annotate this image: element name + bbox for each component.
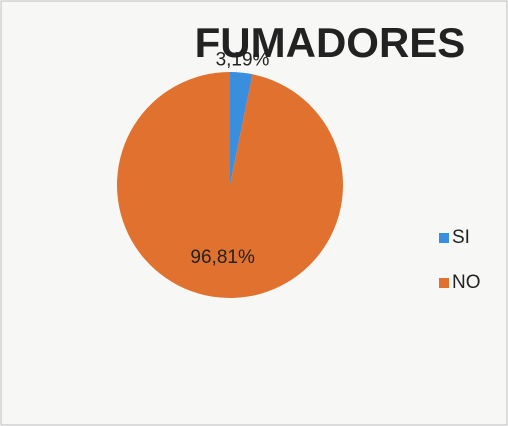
legend-swatch — [439, 233, 449, 243]
chart-title: FUMADORES — [195, 19, 466, 66]
pie-slice — [117, 72, 343, 298]
legend-label: SI — [452, 227, 470, 248]
legend-label: NO — [452, 272, 481, 293]
pie-slice — [230, 72, 253, 185]
data-label: 96,81% — [190, 247, 255, 268]
legend-swatch — [439, 278, 449, 288]
data-label: 3,19% — [216, 50, 270, 71]
